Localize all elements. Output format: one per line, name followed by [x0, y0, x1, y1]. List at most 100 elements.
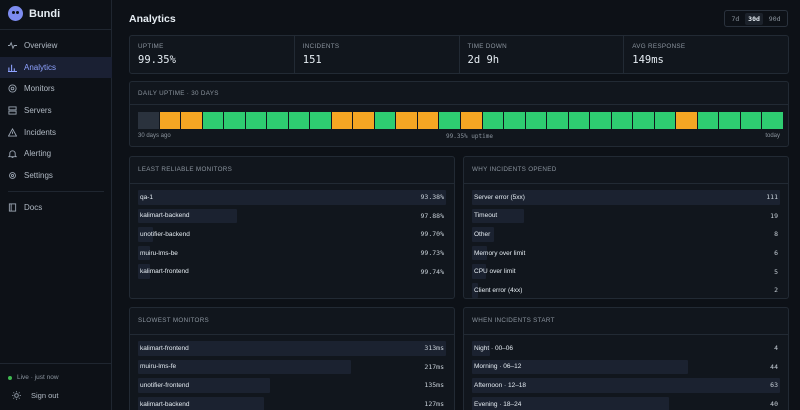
uptime-day-bar[interactable] [482, 112, 504, 129]
row-bar [472, 341, 491, 356]
uptime-day-bar[interactable] [310, 112, 331, 129]
uptime-day-bar[interactable] [439, 112, 460, 129]
list-item[interactable]: kalimart-backend 97.88% [138, 207, 446, 226]
sidebar-item-settings[interactable]: Settings [0, 165, 112, 187]
slowest-monitors-card: SLOWEST MONITORS kalimart-frontend 313ms m… [129, 307, 455, 410]
row-name: Client error (4xx) [474, 286, 523, 294]
row-name: Timeout [474, 212, 498, 220]
stat-label: INCIDENTS [302, 43, 340, 50]
uptime-day-bar[interactable] [568, 112, 590, 129]
sidebar-item-label: Analytics [24, 62, 57, 72]
list-item[interactable]: Night · 00–06 4 [472, 339, 780, 358]
uptime-day-bar[interactable] [331, 112, 353, 129]
uptime-day-bar[interactable] [525, 112, 547, 129]
list-item[interactable]: kalimart-frontend 99.74% [138, 262, 446, 281]
row-name: Morning · 06–12 [474, 363, 522, 371]
range-90d-button[interactable]: 90d [768, 14, 781, 23]
uptime-day-bar[interactable] [374, 112, 396, 129]
stat-avg-response: AVG RESPONSE 149ms [624, 36, 788, 73]
list-item[interactable]: muiru-lms-be 99.73% [138, 244, 446, 263]
uptime-day-bar[interactable] [697, 112, 719, 129]
uptime-day-bar[interactable] [633, 112, 654, 129]
live-status: Live · just now [8, 374, 59, 381]
uptime-day-bar[interactable] [611, 112, 633, 129]
range-7d-button[interactable]: 7d [731, 14, 740, 23]
uptime-day-bar[interactable] [202, 112, 224, 129]
sign-out-label: Sign out [31, 391, 59, 400]
row-name: kalimart-backend [140, 212, 190, 220]
divider [130, 104, 788, 105]
stats-card: UPTIME 99.35% INCIDENTS 151 TIME DOWN 2d… [129, 35, 789, 74]
uptime-day-bar[interactable] [504, 112, 525, 129]
list-item[interactable]: Afternoon · 12–18 63 [472, 376, 780, 395]
uptime-day-bar[interactable] [654, 112, 676, 129]
row-value: 4 [774, 344, 778, 353]
list-item[interactable]: Client error (4xx) 2 [472, 281, 780, 300]
list-item[interactable]: kalimart-backend 127ms [138, 395, 446, 410]
list-item[interactable]: kalimart-frontend 313ms [138, 339, 446, 358]
section-title: DAILY UPTIME · 30 DAYS [138, 90, 219, 97]
daily-uptime-card: DAILY UPTIME · 30 DAYS 30 days ago 99.35… [129, 81, 789, 147]
range-30d-button[interactable]: 30d [745, 12, 763, 25]
uptime-day-bar[interactable] [138, 112, 159, 129]
uptime-day-bar[interactable] [417, 112, 439, 129]
list-item[interactable]: muiru-lms-fe 217ms [138, 358, 446, 377]
list-item[interactable]: Timeout 19 [472, 207, 780, 226]
owl-logo-icon [8, 6, 23, 21]
sidebar-item-analytics[interactable]: Analytics [0, 56, 112, 79]
row-bar [472, 245, 488, 261]
section-title: WHY INCIDENTS OPENED [472, 166, 557, 173]
uptime-day-bar[interactable] [740, 112, 762, 129]
row-value: 99.74% [420, 267, 444, 276]
list-item[interactable]: Memory over limit 6 [472, 244, 780, 263]
brand[interactable]: Bundi [8, 6, 60, 21]
divider [8, 191, 104, 193]
uptime-day-bar[interactable] [590, 112, 611, 129]
sidebar-item-incidents[interactable]: Incidents [0, 121, 112, 143]
divider [0, 363, 112, 364]
row-bar [472, 208, 525, 224]
row-value: 135ms [424, 381, 444, 390]
list-item[interactable]: Morning · 06–12 44 [472, 358, 780, 377]
uptime-end-label: today [765, 133, 780, 139]
brand-name: Bundi [29, 7, 61, 20]
row-name: kalimart-frontend [140, 268, 189, 276]
list-item[interactable]: CPU over limit 5 [472, 262, 780, 281]
uptime-day-bar[interactable] [288, 112, 310, 129]
row-value: 63 [770, 381, 778, 390]
row-value: 99.73% [420, 249, 444, 258]
uptime-day-bar[interactable] [396, 112, 417, 129]
list-item[interactable]: unotifier-backend 99.70% [138, 225, 446, 244]
uptime-day-bar[interactable] [224, 112, 245, 129]
sidebar-item-monitors[interactable]: Monitors [0, 78, 112, 100]
list-item[interactable]: Server error (5xx) 111 [472, 188, 780, 207]
uptime-day-bar[interactable] [460, 112, 482, 129]
sidebar-item-docs[interactable]: Docs [0, 197, 112, 219]
uptime-day-bar[interactable] [719, 112, 740, 129]
uptime-day-bar[interactable] [353, 112, 374, 129]
row-name: muiru-lms-fe [140, 363, 177, 371]
uptime-day-bar[interactable] [547, 112, 568, 129]
list-item[interactable]: unotifier-frontend 135ms [138, 376, 446, 395]
list-item[interactable]: Evening · 18–24 40 [472, 395, 780, 410]
uptime-day-bar[interactable] [181, 112, 202, 129]
row-value: 40 [770, 400, 778, 409]
sidebar: Bundi Overview Analytics Monitors Server… [0, 0, 112, 410]
sign-out-button[interactable]: Sign out [12, 391, 59, 400]
uptime-day-bar[interactable] [159, 112, 181, 129]
list-item[interactable]: Other 8 [472, 225, 780, 244]
list-item[interactable]: qa-1 93.38% [138, 188, 446, 207]
uptime-day-bar[interactable] [245, 112, 267, 129]
uptime-day-bar[interactable] [267, 112, 288, 129]
sidebar-nav: Overview Analytics Monitors Servers Inci… [0, 35, 112, 219]
row-name: qa-1 [140, 193, 154, 201]
uptime-day-bar[interactable] [676, 112, 697, 129]
row-name: Afternoon · 12–18 [474, 381, 527, 389]
row-name: kalimart-backend [140, 400, 190, 408]
row-bar [472, 264, 486, 279]
sidebar-item-alerting[interactable]: Alerting [0, 143, 112, 165]
uptime-day-bar[interactable] [762, 112, 783, 129]
gear-icon [8, 171, 17, 180]
sidebar-item-overview[interactable]: Overview [0, 35, 112, 57]
sidebar-item-servers[interactable]: Servers [0, 100, 112, 122]
